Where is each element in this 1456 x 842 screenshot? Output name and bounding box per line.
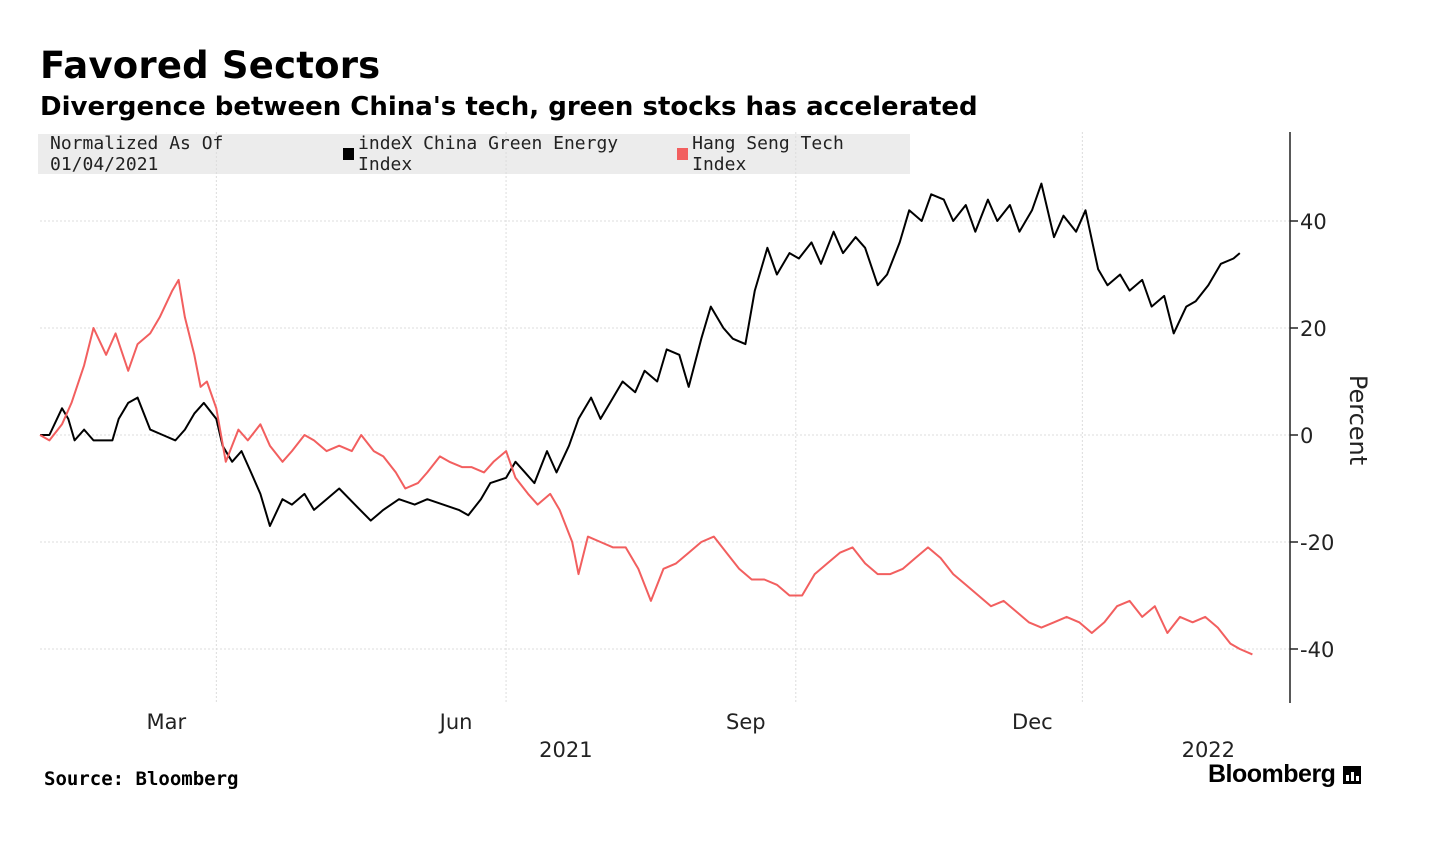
bloomberg-terminal-icon: [1343, 765, 1362, 784]
legend-item-green-energy: indeX China Green Energy Index: [342, 133, 661, 175]
x-axis: Mar Jun Sep Dec 2021 2022: [147, 710, 1236, 762]
legend-swatch-hang-seng-tech: [676, 148, 689, 160]
y-tick-label: -20: [1300, 531, 1334, 555]
legend: Normalized As Of 01/04/2021 indeX China …: [38, 133, 910, 175]
legend-note: Normalized As Of 01/04/2021: [50, 133, 224, 175]
y-axis-label: Percent: [1344, 375, 1372, 465]
legend-item-hang-seng-tech: Hang Seng Tech Index: [676, 133, 894, 175]
x-year-label: 2022: [1182, 738, 1235, 762]
y-tick-label: -40: [1300, 638, 1334, 662]
series-line-hang-seng-tech: [39, 278, 1253, 656]
source-note: Source: Bloomberg: [44, 768, 239, 790]
x-tick-label: Jun: [438, 710, 473, 734]
chart-subtitle: Divergence between China's tech, green s…: [40, 92, 978, 122]
x-year-label: 2021: [539, 738, 592, 762]
x-tick-label: Dec: [1012, 710, 1053, 734]
x-tick-label: Mar: [147, 710, 187, 734]
legend-label-green-energy: indeX China Green Energy Index: [358, 133, 619, 175]
series-lines: [39, 182, 1253, 656]
grid: [40, 132, 1290, 703]
series-line-green-energy: [40, 182, 1241, 527]
legend-label-hang-seng-tech: Hang Seng Tech Index: [692, 133, 844, 175]
y-tick-label: 40: [1300, 210, 1327, 234]
legend-swatch-green-energy: [342, 148, 355, 160]
y-axis: 40 20 0 -20 -40 Percent: [1289, 132, 1372, 703]
chart-title: Favored Sectors: [40, 44, 381, 87]
x-tick-label: Sep: [726, 710, 766, 734]
y-tick-label: 20: [1300, 317, 1327, 341]
brand-name: Bloomberg: [1208, 760, 1336, 788]
y-tick-label: 0: [1300, 424, 1313, 448]
brand-logo: Bloomberg: [1208, 760, 1362, 789]
